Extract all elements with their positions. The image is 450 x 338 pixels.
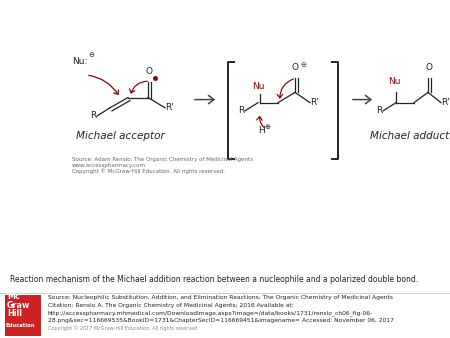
Text: Copyright © McGraw-Hill Education. All rights reserved.: Copyright © McGraw-Hill Education. All r… [72,169,225,174]
Text: Reaction mechanism of the Michael addition reaction between a nucleophile and a : Reaction mechanism of the Michael additi… [10,275,418,284]
Text: ⊕: ⊕ [264,124,270,130]
Text: R: R [238,106,244,115]
Text: Source: Adam Renslo: The Organic Chemistry of Medicinal Agents: Source: Adam Renslo: The Organic Chemist… [72,157,253,162]
Text: O: O [145,67,152,76]
Text: Michael acceptor: Michael acceptor [76,130,164,141]
Text: www.accesspharmacy.com: www.accesspharmacy.com [72,163,146,168]
FancyBboxPatch shape [5,295,41,336]
Text: Michael adduct: Michael adduct [370,130,450,141]
Text: ⊖: ⊖ [300,62,306,68]
Text: O: O [425,63,432,72]
Text: http://accesspharmacy.mhmedical.com/DownloadImage.aspx?image=/data/books/1731/re: http://accesspharmacy.mhmedical.com/Down… [48,311,373,316]
Text: R: R [376,106,382,115]
Text: Mc: Mc [7,292,20,301]
Text: R': R' [165,103,174,112]
Text: Education: Education [5,323,35,328]
Text: Source: Nucleophilic Substitution, Addition, and Elimination Reactions, The Orga: Source: Nucleophilic Substitution, Addit… [48,295,393,300]
Text: R': R' [310,98,319,107]
Text: Nu: Nu [388,77,400,86]
Text: Nu:: Nu: [72,57,87,66]
Text: H: H [258,126,265,136]
Text: R': R' [441,98,450,107]
Text: O: O [291,63,298,72]
Text: Nu: Nu [252,82,265,91]
Text: R: R [90,111,96,120]
Text: 28.png&sec=116669535&BookID=1731&ChapterSecID=116669451&imagename= Accessed: Nov: 28.png&sec=116669535&BookID=1731&Chapter… [48,318,394,323]
Text: Graw: Graw [7,300,31,310]
Text: Copyright © 2017 McGraw-Hill Education. All rights reserved: Copyright © 2017 McGraw-Hill Education. … [48,326,197,332]
Text: ⊖: ⊖ [88,52,94,58]
Text: Citation: Renslo A. The Organic Chemistry of Medicinal Agents; 2016 Available at: Citation: Renslo A. The Organic Chemistr… [48,303,294,308]
Text: Hill: Hill [7,309,22,318]
